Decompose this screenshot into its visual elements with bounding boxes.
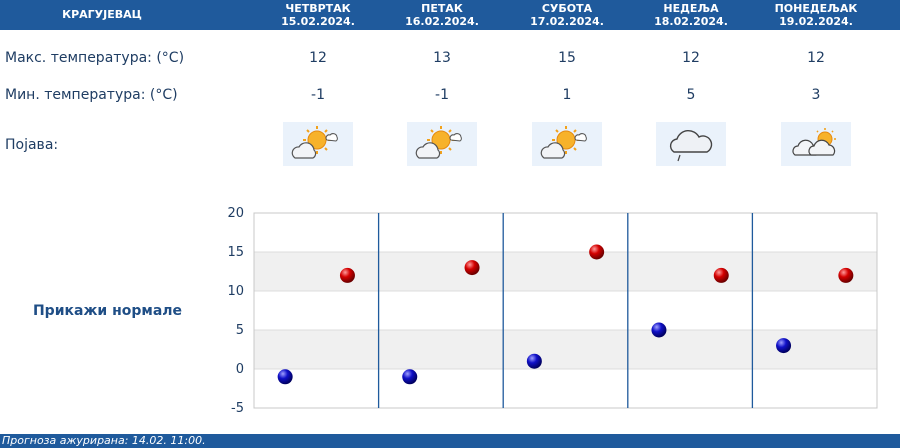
day-name: НЕДЕЉА <box>663 2 719 15</box>
max-temp-point <box>589 244 605 260</box>
min-temp-day-5: 3 <box>811 87 821 103</box>
day-header-1: ЧЕТВРТАК 15.02.2024. <box>258 2 378 28</box>
chart-plot-area <box>253 212 878 409</box>
grid-band <box>254 213 877 252</box>
max-temp-day-1: 12 <box>309 50 327 66</box>
min-temp-day-1: -1 <box>311 87 325 103</box>
sun-cloud-icon <box>283 122 353 166</box>
chart-marks <box>277 244 854 385</box>
cloud-sun-icon <box>781 122 851 166</box>
forecast-updated-text: Прогноза ажурирана: 14.02. 11:00. <box>2 434 206 447</box>
day-date: 19.02.2024. <box>779 15 853 28</box>
min-temp-point <box>277 369 293 385</box>
max-temp-day-4: 12 <box>682 50 700 66</box>
show-normals-button[interactable]: Прикажи нормале <box>32 303 183 319</box>
plot-frame <box>253 212 878 409</box>
day-header-2: ПЕТАК 16.02.2024. <box>382 2 502 28</box>
day-name: ЧЕТВРТАК <box>285 2 351 15</box>
forecast-header: КРАГУЈЕВАЦ ЧЕТВРТАК 15.02.2024. ПЕТАК 16… <box>0 0 900 30</box>
min-temp-day-3: 1 <box>562 87 572 103</box>
y-tick-label: 15 <box>227 245 244 260</box>
day-header-5: ПОНЕДЕЉАК 19.02.2024. <box>756 2 876 28</box>
cloud-drizzle-icon <box>656 122 726 166</box>
grid-band <box>254 252 877 291</box>
day-name: ПОНЕДЕЉАК <box>774 2 858 15</box>
day-date: 18.02.2024. <box>654 15 728 28</box>
max-temp-day-3: 15 <box>558 50 576 66</box>
y-tick-label: -5 <box>231 401 244 416</box>
day-date: 17.02.2024. <box>530 15 604 28</box>
min-temp-label: Мин. температура: (°C) <box>5 87 178 103</box>
max-temp-day-2: 13 <box>433 50 451 66</box>
footer-bar: Прогноза ажурирана: 14.02. 11:00. <box>0 434 900 448</box>
y-tick-label: 20 <box>227 206 244 221</box>
day-header-4: НЕДЕЉА 18.02.2024. <box>631 2 751 28</box>
y-tick-label: 10 <box>227 284 244 299</box>
min-temp-day-2: -1 <box>435 87 449 103</box>
phenomenon-label: Појава: <box>5 137 59 153</box>
max-temp-point <box>838 267 854 283</box>
day-date: 16.02.2024. <box>405 15 479 28</box>
grid-band <box>254 330 877 369</box>
sun-cloud-icon <box>532 122 602 166</box>
day-name: СУБОТА <box>541 2 593 15</box>
grid-band <box>254 369 877 408</box>
min-temp-point <box>651 322 667 338</box>
max-temp-point <box>713 267 729 283</box>
min-temp-point <box>776 338 792 354</box>
y-tick-label: 5 <box>235 323 244 338</box>
min-temp-point <box>526 353 542 369</box>
day-date: 15.02.2024. <box>281 15 355 28</box>
day-header-3: СУБОТА 17.02.2024. <box>507 2 627 28</box>
max-temp-point <box>464 260 480 276</box>
sun-cloud-icon <box>407 122 477 166</box>
max-temp-day-5: 12 <box>807 50 825 66</box>
max-temp-label: Макс. температура: (°C) <box>5 50 185 66</box>
day-name: ПЕТАК <box>421 2 463 15</box>
y-tick-label: 0 <box>235 362 244 377</box>
min-temp-point <box>402 369 418 385</box>
city-name: КРАГУЈЕВАЦ <box>62 8 142 21</box>
max-temp-point <box>339 267 355 283</box>
min-temp-day-4: 5 <box>686 87 696 103</box>
grid-band <box>254 291 877 330</box>
